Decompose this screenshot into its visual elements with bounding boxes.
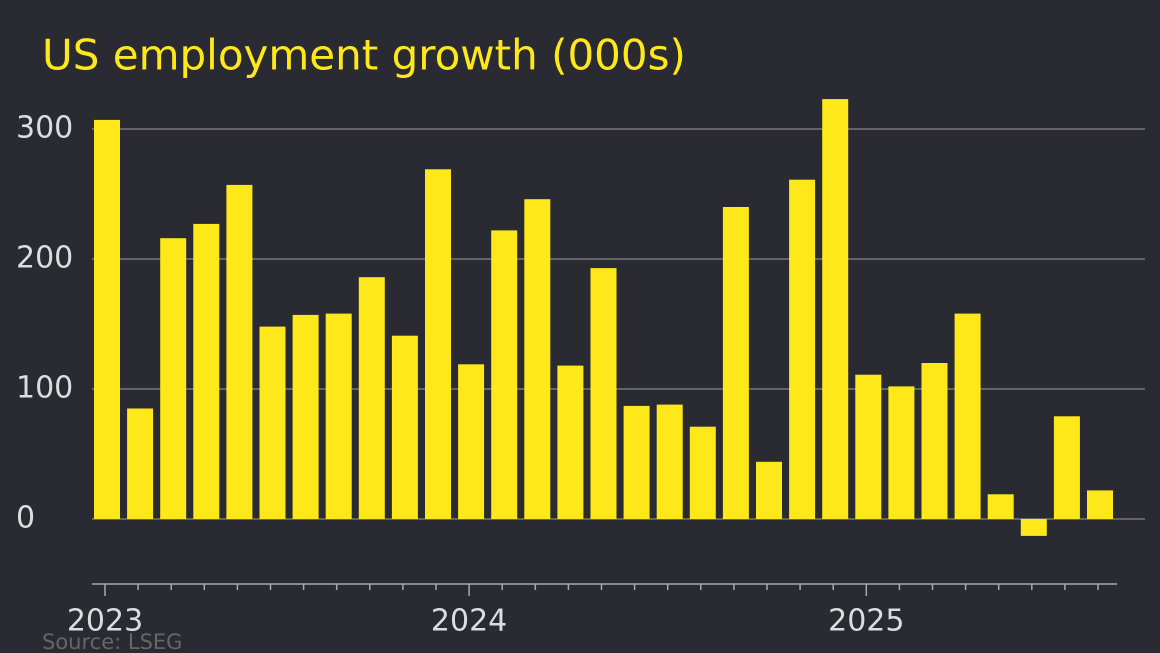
- bar: [756, 461, 782, 519]
- bar: [623, 405, 650, 519]
- bar: [722, 207, 749, 519]
- bar: [689, 426, 716, 519]
- bar: [127, 408, 154, 519]
- bar: [888, 386, 915, 519]
- bar: [292, 314, 319, 519]
- bar: [524, 199, 551, 519]
- x-tick-label: 2023: [67, 604, 143, 639]
- bar: [425, 169, 451, 520]
- bar: [789, 179, 816, 519]
- bar: [855, 374, 882, 519]
- bar: [391, 335, 418, 519]
- bar: [226, 184, 253, 519]
- bar: [193, 223, 220, 519]
- bar: [822, 99, 849, 519]
- bar: [94, 119, 120, 520]
- y-tick-label: 100: [16, 371, 73, 406]
- x-tick-label: 2025: [828, 604, 904, 639]
- bar: [557, 365, 584, 519]
- bar: [1053, 416, 1080, 519]
- bar: [954, 313, 981, 519]
- bar: [1020, 519, 1047, 536]
- bar: [458, 364, 485, 519]
- bar: [325, 313, 352, 519]
- y-tick-label: 0: [16, 501, 35, 536]
- bar: [491, 230, 518, 519]
- bar: [590, 268, 617, 519]
- x-tick-label: 2024: [431, 604, 507, 639]
- bar: [160, 238, 187, 519]
- bar: [656, 404, 683, 519]
- y-tick-label: 300: [16, 111, 73, 146]
- source: Source: LSEG: [42, 630, 182, 653]
- bar: [987, 494, 1014, 519]
- bar: [1087, 490, 1113, 519]
- bar: [921, 363, 948, 519]
- y-tick-label: 200: [16, 241, 73, 276]
- chart-title: US employment growth (000s): [42, 31, 686, 80]
- bar: [358, 277, 385, 519]
- bar: [259, 326, 286, 519]
